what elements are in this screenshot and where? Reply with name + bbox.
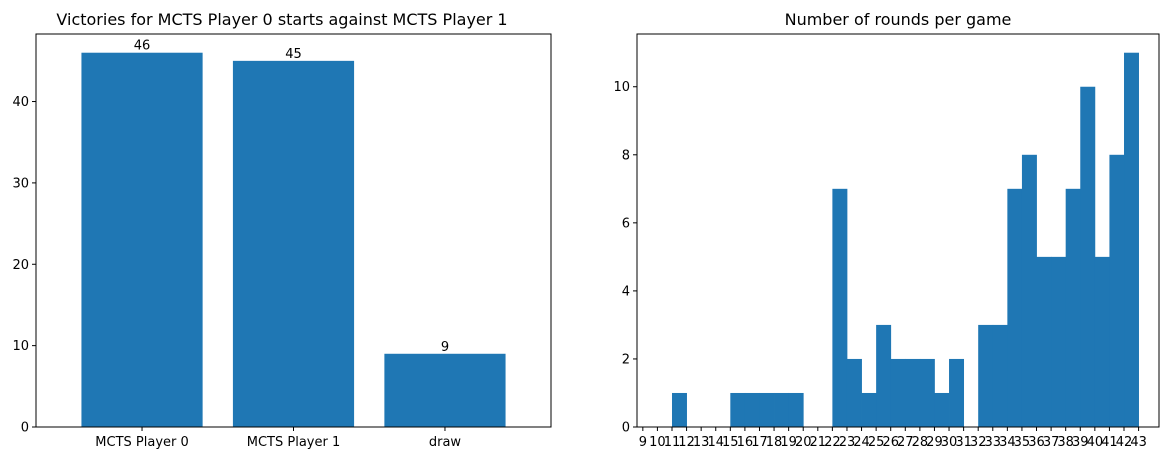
x-tick-label-30: 39: [1072, 435, 1089, 450]
x-tick-label-0: MCTS Player 0: [95, 435, 188, 450]
victories-chart-title: Victories for MCTS Player 0 starts again…: [56, 10, 507, 29]
hist-bar-4: [774, 392, 790, 427]
y-tick-label-5: 10: [613, 80, 630, 95]
x-tick-label-33: 42: [1116, 435, 1133, 450]
x-tick-label-20: 29: [926, 435, 943, 450]
x-tick-label-17: 26: [882, 435, 899, 450]
victories-chart-frame: [35, 33, 552, 428]
y-tick-label-2: 20: [12, 258, 29, 273]
data-label-1: 45: [285, 47, 302, 62]
hist-bar-20: [1051, 256, 1067, 427]
x-tick-label-13: 22: [824, 435, 841, 450]
hist-bar-19: [1036, 256, 1052, 427]
x-tick-label-14: 23: [839, 435, 856, 450]
hist-bar-9: [876, 324, 892, 427]
x-tick-label-24: 33: [985, 435, 1002, 450]
y-tick-label-3: 6: [622, 216, 630, 231]
y-tick-label-1: 10: [12, 339, 29, 354]
hist-bar-12: [919, 358, 935, 427]
x-tick-label-12: 21: [810, 435, 827, 450]
x-tick-label-0: 9: [639, 435, 647, 450]
x-tick-label-1: MCTS Player 1: [247, 435, 340, 450]
hist-bar-5: [788, 392, 804, 427]
y-tick-label-4: 40: [12, 95, 29, 110]
hist-bar-8: [861, 392, 877, 427]
hist-bar-3: [759, 392, 775, 427]
x-tick-label-21: 30: [941, 435, 958, 450]
x-tick-label-26: 35: [1014, 435, 1031, 450]
x-tick-label-15: 24: [853, 435, 870, 450]
x-tick-label-16: 25: [868, 435, 885, 450]
x-tick-label-25: 34: [999, 435, 1016, 450]
x-tick-label-8: 17: [751, 435, 768, 450]
hist-bar-10: [890, 358, 906, 427]
x-tick-label-7: 16: [737, 435, 754, 450]
x-tick-label-19: 28: [912, 435, 929, 450]
hist-bar-0: [671, 392, 687, 427]
y-tick-label-2: 4: [622, 284, 630, 299]
x-tick-label-10: 19: [780, 435, 797, 450]
hist-bar-13: [934, 392, 950, 427]
hist-bar-22: [1080, 86, 1096, 427]
hist-bar-14: [949, 358, 965, 427]
data-label-0: 46: [134, 39, 151, 54]
hist-bar-1: [730, 392, 746, 427]
hist-bar-18: [1021, 154, 1037, 427]
x-tick-label-34: 43: [1130, 435, 1147, 450]
x-tick-label-31: 40: [1087, 435, 1104, 450]
x-tick-label-11: 20: [795, 435, 812, 450]
x-tick-label-5: 14: [707, 435, 724, 450]
rounds-histogram-title: Number of rounds per game: [785, 10, 1012, 29]
hist-bar-23: [1094, 256, 1110, 427]
x-tick-label-9: 18: [766, 435, 783, 450]
rounds-histogram-frame: [636, 33, 1160, 428]
hist-bar-24: [1109, 154, 1125, 427]
bar-2: [384, 353, 506, 427]
x-tick-label-3: 12: [678, 435, 695, 450]
x-tick-label-22: 31: [955, 435, 972, 450]
hist-bar-16: [992, 324, 1008, 427]
hist-bar-25: [1124, 52, 1139, 427]
x-tick-label-2: 11: [664, 435, 681, 450]
data-label-2: 9: [441, 340, 449, 355]
x-tick-label-23: 32: [970, 435, 987, 450]
x-tick-label-29: 38: [1057, 435, 1074, 450]
y-tick-label-1: 2: [622, 352, 630, 367]
y-tick-label-0: 0: [622, 421, 630, 436]
y-tick-label-0: 0: [21, 421, 29, 436]
y-tick-label-4: 8: [622, 148, 630, 163]
hist-bar-21: [1065, 188, 1081, 427]
y-tick-label-3: 30: [12, 176, 29, 191]
x-tick-label-27: 36: [1028, 435, 1045, 450]
hist-bar-17: [1007, 188, 1023, 427]
x-tick-label-1: 10: [649, 435, 666, 450]
x-tick-label-2: draw: [429, 435, 462, 450]
x-tick-label-4: 13: [693, 435, 710, 450]
x-tick-label-32: 41: [1101, 435, 1118, 450]
x-tick-label-28: 37: [1043, 435, 1060, 450]
hist-bar-7: [846, 358, 862, 427]
bar-1: [232, 60, 355, 428]
victories-chart: Victories for MCTS Player 0 starts again…: [12, 10, 552, 450]
bar-0: [81, 52, 203, 427]
hist-bar-2: [744, 392, 760, 427]
hist-bar-15: [978, 324, 994, 427]
hist-bar-6: [832, 188, 848, 427]
hist-bar-11: [905, 358, 921, 427]
x-tick-label-18: 27: [897, 435, 914, 450]
x-tick-label-6: 15: [722, 435, 739, 450]
